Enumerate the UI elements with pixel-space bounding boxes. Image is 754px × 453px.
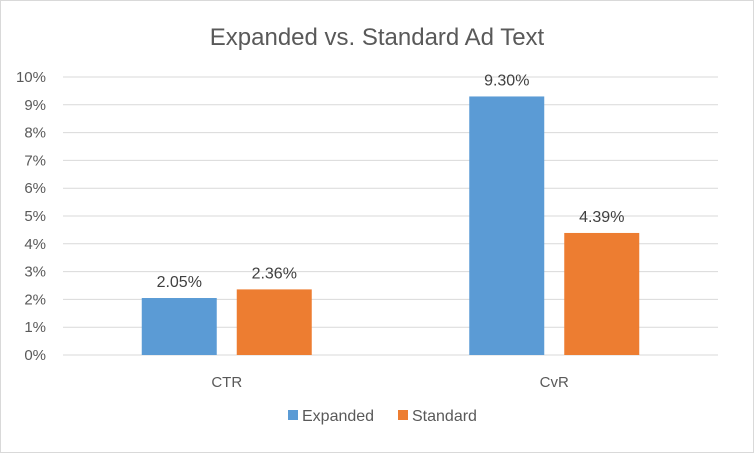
bars bbox=[141, 96, 640, 356]
chart-title: Expanded vs. Standard Ad Text bbox=[210, 24, 545, 51]
x-category-label: CvR bbox=[540, 374, 569, 391]
y-axis-ticks: 0% 1% 2% 3% 4% 5% 6% 7% 8% 9% 10% bbox=[16, 69, 46, 364]
y-tick-label: 1% bbox=[24, 319, 46, 336]
bar-expanded-ctr bbox=[141, 298, 217, 355]
y-tick-label: 7% bbox=[24, 152, 46, 169]
legend-swatch-expanded bbox=[288, 410, 298, 420]
y-tick-label: 5% bbox=[24, 208, 46, 225]
legend-label-standard: Standard bbox=[412, 408, 477, 425]
data-labels: 2.05% 2.36% 9.30% 4.39% bbox=[157, 72, 625, 291]
legend-label-expanded: Expanded bbox=[302, 408, 374, 425]
y-tick-label: 6% bbox=[24, 180, 46, 197]
bar-expanded-cvr bbox=[469, 96, 545, 356]
data-label: 2.05% bbox=[157, 274, 202, 291]
y-tick-label: 10% bbox=[16, 69, 46, 86]
bar-standard-cvr bbox=[564, 232, 640, 355]
data-label: 4.39% bbox=[579, 209, 624, 226]
x-axis-categories: CTR CvR bbox=[211, 374, 569, 391]
y-tick-label: 2% bbox=[24, 291, 46, 308]
legend: Expanded Standard bbox=[288, 408, 477, 425]
data-label: 9.30% bbox=[484, 72, 529, 89]
y-tick-label: 3% bbox=[24, 264, 46, 281]
y-tick-label: 4% bbox=[24, 236, 46, 253]
bar-standard-ctr bbox=[236, 289, 312, 355]
legend-swatch-standard bbox=[398, 410, 408, 420]
y-tick-label: 8% bbox=[24, 125, 46, 142]
y-tick-label: 0% bbox=[24, 347, 46, 364]
x-category-label: CTR bbox=[211, 374, 242, 391]
y-tick-label: 9% bbox=[24, 97, 46, 114]
data-label: 2.36% bbox=[252, 265, 297, 282]
